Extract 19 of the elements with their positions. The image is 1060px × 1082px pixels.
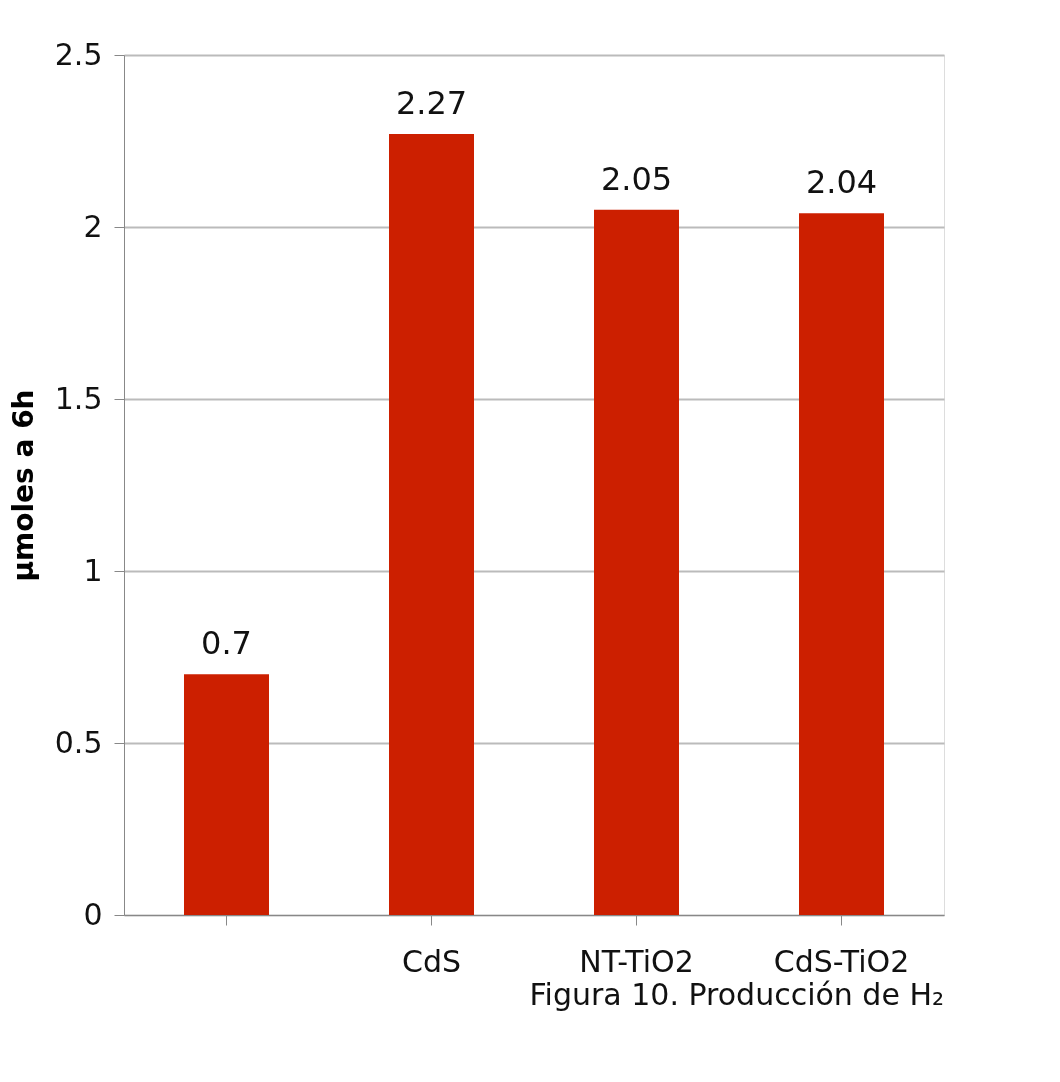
y-tick-label: 1.5 — [54, 380, 103, 416]
text: Figura 10. Producción de H₂ — [529, 977, 944, 1012]
y-tick-label: 2.5 — [54, 36, 103, 72]
x-tick-label: CdS — [401, 943, 462, 979]
y-tick-label: 2 — [83, 208, 103, 244]
x-tick-label: NT-TiO2 — [579, 943, 694, 979]
y-tick-label: 0 — [83, 896, 103, 932]
y-tick-label: 1 — [83, 552, 103, 588]
data-label: 0.7 — [201, 624, 252, 663]
bar — [594, 209, 679, 915]
bar — [799, 213, 884, 915]
y-tick-label: 0.5 — [54, 724, 103, 760]
y-axis-title: µmoles a 6h — [6, 389, 40, 582]
bar — [389, 134, 474, 915]
data-label: 2.05 — [600, 159, 673, 198]
data-label: 2.04 — [805, 163, 878, 202]
data-label: 2.27 — [395, 84, 468, 123]
x-tick-label: CdS-TiO2 — [773, 943, 910, 979]
bar — [184, 674, 269, 915]
